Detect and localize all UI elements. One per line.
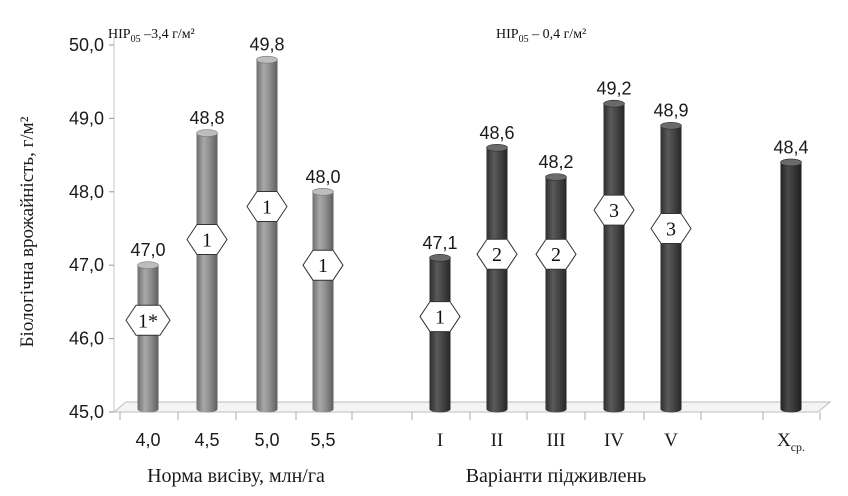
x-tick-label: 5,5	[310, 430, 335, 450]
bar-base	[660, 405, 682, 413]
bar-value-label: 49,8	[249, 35, 284, 55]
x-group-title: Варіанти підживлень	[466, 465, 647, 487]
significance-badge	[302, 249, 344, 281]
bar-top	[256, 55, 278, 64]
bar-top	[196, 129, 218, 137]
y-tick-label: 47,0	[69, 255, 104, 275]
bar-top	[429, 254, 451, 262]
x-tick-label: 5,0	[254, 430, 279, 450]
significance-badge-label: 1*	[138, 310, 158, 332]
y-tick-label: 49,0	[69, 108, 104, 128]
significance-badge-label: 3	[666, 219, 676, 241]
significance-badge-label: 2	[492, 244, 502, 266]
bar-value-label: 48,4	[773, 137, 808, 157]
bar-base	[312, 405, 334, 413]
bar-base	[545, 405, 567, 413]
significance-badge-label: 3	[609, 200, 619, 222]
bar-value-label: 47,0	[130, 240, 165, 260]
bar-base	[429, 405, 451, 413]
bar-base	[486, 405, 508, 413]
bar-base	[256, 405, 278, 413]
bar	[137, 265, 159, 409]
bar-top	[312, 188, 334, 196]
significance-badge-label: 2	[551, 244, 561, 266]
bar	[660, 125, 682, 410]
x-tick-label: IV	[604, 430, 624, 451]
bar-top	[660, 121, 682, 130]
bar	[780, 162, 802, 409]
x-tick-label: 4,5	[194, 430, 219, 450]
bar	[429, 257, 451, 409]
y-tick-label: 48,0	[69, 182, 104, 202]
lsd-annotation: НІР05 –3,4 г/м²	[108, 27, 195, 45]
bar-top	[137, 261, 159, 270]
y-axis-label: Біологічна врожайність, г/м²	[17, 116, 38, 347]
significance-badge	[186, 224, 228, 256]
bar-top	[603, 99, 625, 108]
floor	[112, 401, 832, 413]
y-tick-label: 45,0	[69, 402, 104, 422]
y-tick-label: 46,0	[69, 329, 104, 349]
bars	[125, 55, 802, 413]
bar-base	[196, 405, 218, 413]
text-labels: 45,0 46,0 47,0 48,0 49,0 50,0 Біологічна врожа…	[17, 27, 809, 487]
bar	[545, 177, 567, 409]
x-tick-label: II	[491, 430, 504, 451]
bar-top	[780, 158, 802, 167]
plot-frame	[109, 37, 832, 420]
significance-badge-label: 1	[202, 230, 212, 252]
bar-value-label: 48,2	[538, 152, 573, 172]
significance-badge	[246, 190, 288, 222]
significance-badge	[125, 304, 171, 336]
bar	[486, 147, 508, 409]
significance-badge	[535, 238, 577, 270]
bar-value-label: 48,0	[305, 167, 340, 187]
significance-badge-label: 1	[435, 307, 445, 329]
bar	[196, 133, 218, 409]
significance-badge	[593, 194, 635, 226]
x-tick-label: V	[664, 430, 678, 451]
significance-badge	[476, 238, 518, 270]
lsd-annotation: НІР05 – 0,4 г/м²	[496, 27, 586, 45]
x-tick-label: 4,0	[135, 430, 160, 450]
x-tick-label: I	[437, 430, 443, 451]
bar-base	[780, 405, 802, 413]
significance-badge	[650, 213, 692, 244]
bar	[256, 59, 278, 410]
bar-value-label: 47,1	[422, 233, 457, 253]
x-group-title: Норма висіву, млн/га	[147, 465, 325, 487]
y-tick-label: 50,0	[69, 35, 104, 55]
bar-base	[603, 405, 625, 413]
bar	[312, 191, 334, 409]
bar	[603, 103, 625, 409]
x-tick-label: Xср.	[777, 430, 805, 454]
significance-badge-label: 1	[318, 255, 328, 277]
bar-value-label: 48,8	[189, 108, 224, 128]
bar-top	[545, 173, 567, 181]
significance-badge-label: 1	[262, 196, 272, 218]
significance-badge	[419, 301, 461, 333]
bar-value-label: 49,2	[596, 79, 631, 99]
bar-value-label: 48,6	[479, 123, 514, 143]
bar-base	[137, 405, 159, 413]
bar-value-label: 48,9	[653, 101, 688, 121]
bar-top	[486, 143, 508, 152]
x-tick-label: III	[547, 430, 566, 451]
